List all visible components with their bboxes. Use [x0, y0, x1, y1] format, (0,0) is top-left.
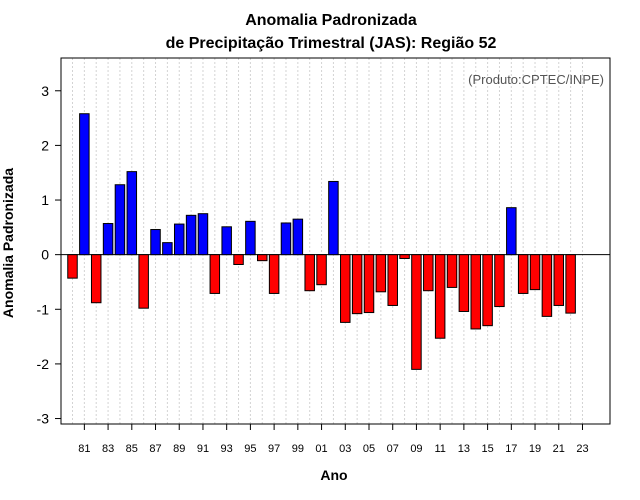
y-tick-label: 2 — [41, 137, 49, 153]
bar-1997 — [268, 254, 280, 294]
x-tick-label: 09 — [410, 443, 422, 455]
bar-1986 — [138, 254, 149, 309]
x-axis-title: Ano — [320, 467, 347, 483]
bar-2018 — [517, 254, 529, 294]
bars — [67, 113, 576, 370]
x-tick-label: 83 — [102, 443, 114, 455]
x-tick-label: 21 — [553, 443, 565, 455]
bar-1982 — [90, 254, 102, 304]
bar-1984 — [114, 184, 126, 256]
x-tick-label: 89 — [173, 443, 185, 455]
chart-title-line1: Anomalia Padronizada — [245, 12, 417, 29]
bar-2006 — [375, 254, 387, 293]
bar-2005 — [363, 254, 375, 314]
x-tick-label: 03 — [339, 443, 351, 455]
x-tick-label: 05 — [363, 443, 375, 455]
bar-2012 — [446, 254, 458, 288]
x-tick-label: 93 — [221, 443, 233, 455]
y-axis-title: Anomalia Padronizada — [0, 168, 16, 318]
bar-2003 — [340, 254, 351, 323]
bar-2011 — [434, 254, 446, 339]
bar-1999 — [292, 218, 304, 256]
bar-1989 — [173, 223, 185, 256]
bar-2014 — [470, 254, 481, 330]
bar-2001 — [316, 254, 327, 286]
chart-title-line2: de Precipitação Trimestral (JAS): Região… — [166, 35, 497, 52]
x-tick-label: 81 — [78, 443, 90, 455]
bar-1990 — [185, 214, 197, 256]
x-tick-label: 95 — [244, 443, 256, 455]
x-tick-label: 91 — [197, 443, 209, 455]
bar-1998 — [280, 222, 292, 256]
y-axis: -3 -2 -1 0 1 2 3 — [37, 83, 61, 427]
grid-lines — [72, 58, 583, 424]
y-tick-label: 3 — [41, 83, 49, 99]
bar-2002 — [328, 180, 339, 256]
bar-2004 — [351, 254, 363, 315]
bar-2013 — [458, 254, 470, 312]
x-tick-label: 99 — [292, 443, 304, 455]
bar-1981 — [79, 113, 90, 256]
bar-2000 — [304, 254, 315, 292]
x-tick-label: 15 — [481, 443, 493, 455]
y-tick-label: 0 — [41, 247, 49, 263]
x-tick-label: 13 — [458, 443, 470, 455]
x-tick-label: 87 — [149, 443, 161, 455]
y-tick-label: 1 — [41, 192, 49, 208]
x-tick-label: 11 — [434, 443, 445, 455]
bar-2017 — [506, 207, 517, 256]
x-tick-label: 07 — [387, 443, 399, 455]
plot-area-frame — [60, 57, 611, 425]
bar-1996 — [257, 254, 268, 262]
source-annotation: (Produto:CPTEC/INPE) — [468, 72, 604, 87]
bar-2020 — [541, 254, 553, 317]
bar-1995 — [245, 220, 256, 256]
bar-1994 — [233, 254, 244, 265]
y-tick-label: -3 — [37, 411, 50, 427]
x-tick-label: 85 — [126, 443, 138, 455]
bar-2021 — [553, 254, 565, 306]
bar-1988 — [162, 242, 173, 256]
bar-2022 — [565, 254, 576, 314]
bar-1993 — [221, 226, 232, 256]
bar-2008 — [399, 254, 410, 259]
x-tick-label: 23 — [576, 443, 588, 455]
bar-2019 — [529, 254, 541, 291]
bar-2015 — [482, 254, 493, 327]
x-axis: 81 83 85 87 89 91 93 95 97 99 01 03 05 07 09 11 13 15 17 19… — [78, 424, 589, 455]
bar-1985 — [126, 171, 138, 256]
bar-1983 — [102, 223, 114, 256]
y-tick-label: -2 — [37, 356, 50, 372]
x-tick-label: 01 — [315, 443, 327, 455]
bar-1987 — [150, 229, 161, 256]
x-tick-label: 17 — [505, 443, 517, 455]
bar-2007 — [387, 254, 398, 306]
bar-2016 — [494, 254, 505, 308]
y-tick-label: -1 — [37, 301, 50, 317]
bar-1980 — [67, 254, 78, 279]
bar-2010 — [423, 254, 434, 292]
bar-1992 — [209, 254, 221, 294]
bar-1991 — [197, 213, 209, 256]
bar-2009 — [411, 254, 422, 370]
x-tick-label: 97 — [268, 443, 280, 455]
x-tick-label: 19 — [529, 443, 541, 455]
